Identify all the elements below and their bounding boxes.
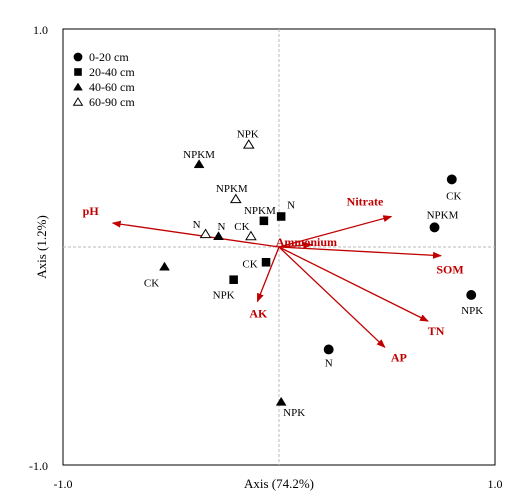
vector-arrow bbox=[278, 241, 313, 249]
data-point bbox=[242, 139, 255, 149]
data-point bbox=[245, 230, 257, 241]
point-label: NPK bbox=[213, 290, 235, 302]
legend-marker-square bbox=[74, 68, 82, 76]
vector-label: pH bbox=[83, 204, 100, 218]
data-point bbox=[275, 396, 287, 406]
y-tick-label-bottom: -1.0 bbox=[29, 459, 48, 473]
vector-label: AP bbox=[391, 350, 407, 364]
legend-label: 20-40 cm bbox=[89, 65, 135, 79]
data-point bbox=[466, 290, 477, 300]
vectors-group: pH Nitrate Ammonium SOM AK TN AP bbox=[83, 194, 464, 364]
point-label: NPKM bbox=[183, 149, 215, 161]
points-group: CK NPKM NPK N N NPKM CK NPK NPKM N CK NPK NPK NPKM N CK bbox=[144, 129, 483, 419]
point-label: NPKM bbox=[427, 209, 459, 221]
vector-arrow bbox=[278, 246, 386, 348]
vector-label: SOM bbox=[436, 263, 463, 277]
data-point bbox=[193, 159, 205, 169]
vector-arrow bbox=[278, 215, 393, 248]
vector-arrow bbox=[111, 220, 280, 248]
x-axis-label: Axis (74.2%) bbox=[244, 476, 314, 491]
point-label: CK bbox=[234, 221, 249, 233]
point-label: NPK bbox=[461, 305, 483, 317]
vector-label: Ammonium bbox=[276, 235, 337, 249]
vector-arrow bbox=[256, 246, 280, 303]
point-label: CK bbox=[446, 190, 461, 202]
vector-label: TN bbox=[428, 324, 445, 338]
data-point bbox=[276, 212, 286, 221]
legend-marker-triangle-open bbox=[72, 97, 84, 106]
vector-arrow bbox=[278, 246, 442, 259]
legend-marker-circle bbox=[73, 52, 83, 62]
vector-label: AK bbox=[249, 307, 268, 321]
data-point bbox=[229, 193, 242, 204]
data-point bbox=[159, 261, 170, 271]
x-tick-label-left: -1.0 bbox=[54, 477, 73, 491]
point-label: N bbox=[325, 357, 333, 369]
point-label: N bbox=[287, 199, 295, 211]
point-label: CK bbox=[242, 258, 257, 270]
point-label: CK bbox=[144, 278, 159, 290]
x-tick-label-right: 1.0 bbox=[488, 477, 503, 491]
data-point bbox=[199, 228, 212, 239]
legend-label: 60-90 cm bbox=[89, 95, 135, 109]
point-label: N bbox=[193, 219, 201, 231]
vector-label: Nitrate bbox=[347, 194, 384, 208]
data-point bbox=[229, 275, 238, 284]
data-point bbox=[429, 222, 440, 233]
data-point bbox=[259, 216, 269, 226]
legend-label: 40-60 cm bbox=[89, 80, 135, 94]
point-label: NPK bbox=[237, 129, 259, 141]
point-label: NPK bbox=[283, 407, 305, 419]
data-point bbox=[446, 174, 457, 185]
point-label: NPKM bbox=[216, 183, 248, 195]
point-label: N bbox=[218, 221, 226, 233]
legend-label: 0-20 cm bbox=[89, 50, 129, 64]
legend-marker-triangle bbox=[73, 82, 83, 91]
y-axis-label: Axis (1.2%) bbox=[34, 215, 49, 279]
data-point bbox=[261, 257, 271, 267]
data-point bbox=[323, 344, 334, 355]
vector-arrow bbox=[278, 246, 429, 322]
y-tick-label-top: 1.0 bbox=[33, 23, 48, 37]
point-label: NPKM bbox=[244, 205, 276, 217]
data-point bbox=[213, 231, 224, 240]
